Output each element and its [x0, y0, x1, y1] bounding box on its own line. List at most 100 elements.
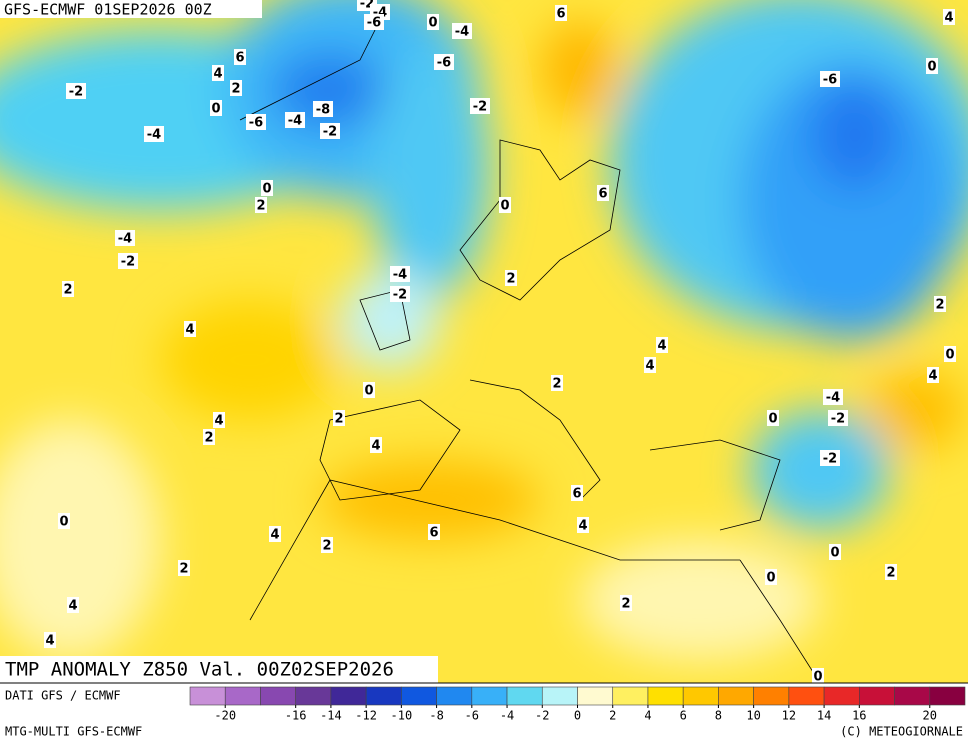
colorbar-tick-label: 8 [715, 709, 722, 723]
contour-label: -2 [473, 100, 487, 115]
contour-label: 6 [572, 487, 581, 502]
contour-label-bg [944, 346, 956, 362]
contour-label-bg [820, 71, 840, 87]
contour-label-bg [44, 632, 56, 648]
contour-label-bg [571, 485, 583, 501]
contour-label: 0 [59, 515, 68, 530]
contour-label: 0 [830, 546, 839, 561]
contour-label: -2 [69, 85, 83, 100]
contour-label-bg [620, 595, 632, 611]
colorbar-bin [260, 686, 296, 706]
colorbar-bin [436, 686, 473, 706]
contour-label-bg [144, 126, 164, 142]
contour-label: 2 [322, 539, 331, 554]
contour-label: -2 [360, 0, 374, 12]
contour-label-bg [357, 0, 377, 11]
contour-label: -8 [316, 103, 330, 118]
contour-label: 4 [928, 369, 937, 384]
contour-label: 4 [68, 599, 77, 614]
colorbar-tick-label: 0 [574, 709, 581, 723]
contour-label-bg [428, 524, 440, 540]
colorbar-tick-label: -14 [320, 709, 342, 723]
contour-label: -4 [455, 25, 469, 40]
contour-label-bg [67, 597, 79, 613]
contour-label: 4 [371, 439, 380, 454]
contour-label-bg [285, 112, 305, 128]
colorbar-tick-label: 2 [609, 709, 616, 723]
contour-label-bg [823, 389, 843, 405]
contour-label: 0 [945, 348, 954, 363]
contour-label: -2 [393, 288, 407, 303]
contour-label: -4 [288, 114, 302, 129]
colorbar-tick-label: 12 [782, 709, 796, 723]
colorbar-tick-label: -2 [535, 709, 549, 723]
contour-label: -2 [323, 125, 337, 140]
contour-label: -4 [118, 232, 132, 247]
contour-label: -2 [831, 412, 845, 427]
colorbar-tick-label: 6 [680, 709, 687, 723]
colorbar: -20 -16 -14 -12 -10 -8 -6 -4 -2 0 2 4 6 8 10 12 14 16 20 [189, 686, 966, 723]
contour-label: 4 [45, 634, 54, 649]
colorbar-bin [401, 686, 437, 706]
contour-label: 2 [886, 566, 895, 581]
contour-label-bg [577, 517, 589, 533]
contour-label-bg [115, 230, 135, 246]
footer-right-bottom: (C) METEOGIORNALE [840, 725, 963, 739]
colorbar-bin [577, 686, 614, 706]
contour-label: -6 [823, 73, 837, 88]
colorbar-bin [823, 686, 860, 706]
header-title: GFS-ECMWF 01SEP2026 00Z [4, 1, 212, 19]
contour-label: 6 [598, 187, 607, 202]
contour-label-bg [321, 537, 333, 553]
contour-label: 0 [500, 199, 509, 214]
contour-label-bg [597, 185, 609, 201]
contour-label: -6 [367, 16, 381, 31]
contour-label-bg [210, 100, 222, 116]
contour-label-bg [58, 513, 70, 529]
contour-label: 4 [578, 519, 587, 534]
colorbar-tick-label: -16 [285, 709, 307, 723]
contour-label: 2 [204, 431, 213, 446]
contour-label: 6 [235, 51, 244, 66]
contour-label-bg [269, 526, 281, 542]
colorbar-bin [471, 686, 508, 706]
contour-label-bg [370, 437, 382, 453]
contour-label-bg [499, 197, 511, 213]
contour-label: 2 [621, 597, 630, 612]
colorbar-bin [788, 686, 825, 706]
colorbar-bin [929, 686, 966, 706]
colorbar-bin [295, 686, 332, 706]
colorbar-bin [330, 686, 367, 706]
contour-label: 0 [211, 102, 220, 117]
colorbar-tick-label: 4 [644, 709, 651, 723]
contour-label-bg [767, 410, 779, 426]
contour-label-bg [943, 9, 955, 25]
colorbar-bin [894, 686, 931, 706]
colorbar-tick-label: -6 [465, 709, 479, 723]
contour-label-bg [820, 450, 840, 466]
contour-label-bg [644, 357, 656, 373]
colorbar-bin [718, 686, 754, 706]
colorbar-tick-label: 14 [817, 709, 831, 723]
contour-label: 2 [334, 412, 343, 427]
contour-label: -6 [437, 56, 451, 71]
contour-label-bg [66, 83, 86, 99]
contour-label-bg [927, 367, 939, 383]
contour-label: 6 [556, 7, 565, 22]
contour-label: 2 [63, 283, 72, 298]
contour-label-bg [234, 49, 246, 65]
colorbar-bin [682, 686, 719, 706]
contour-label: 4 [213, 67, 222, 82]
colorbar-tick-label: -20 [214, 709, 236, 723]
contour-label: 4 [657, 339, 666, 354]
colorbar-bin [365, 686, 402, 706]
contour-label-bg [505, 270, 517, 286]
map-title-box [0, 656, 438, 683]
contour-label: 0 [428, 16, 437, 31]
contour-label-bg [551, 375, 563, 391]
contour-label-bg [656, 337, 668, 353]
contour-label-bg [828, 410, 848, 426]
contour-label: 2 [231, 82, 240, 97]
contour-label-bg [261, 180, 273, 196]
contour-label: 0 [262, 182, 271, 197]
